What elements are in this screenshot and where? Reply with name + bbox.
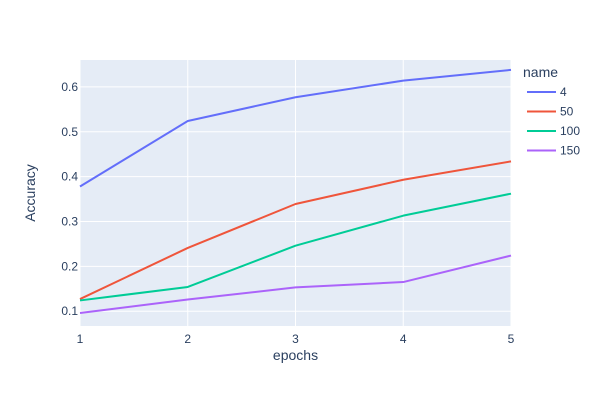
series-line-100	[79, 192, 512, 302]
series-line-4	[79, 68, 512, 188]
series-line-150	[79, 254, 512, 314]
y-axis-title: Accuracy	[22, 164, 38, 222]
legend-label: 100	[560, 124, 580, 138]
y-axis-ticks: 0.1 0.2 0.3 0.4 0.5 0.6	[61, 80, 78, 318]
x-tick-label: 2	[184, 332, 191, 346]
series-lines	[79, 68, 512, 314]
legend-label: 50	[560, 105, 574, 119]
grid-lines	[79, 60, 512, 326]
x-axis-ticks: 1 2 3 4 5	[77, 332, 515, 346]
y-tick-label: 0.5	[61, 125, 78, 139]
x-tick-label: 4	[400, 332, 407, 346]
legend-title: name	[523, 64, 558, 80]
legend-label: 150	[560, 144, 580, 158]
x-axis-title: epochs	[273, 347, 318, 363]
x-tick-label: 1	[77, 332, 84, 346]
y-tick-label: 0.1	[61, 304, 78, 318]
legend-label: 4	[560, 85, 567, 99]
y-tick-label: 0.6	[61, 80, 78, 94]
series-line-50	[79, 160, 512, 300]
y-tick-label: 0.2	[61, 259, 78, 273]
legend: name 4 50 100 150	[523, 64, 580, 158]
y-tick-label: 0.3	[61, 214, 78, 228]
y-tick-label: 0.4	[61, 170, 78, 184]
x-tick-label: 3	[292, 332, 299, 346]
x-tick-label: 5	[508, 332, 515, 346]
